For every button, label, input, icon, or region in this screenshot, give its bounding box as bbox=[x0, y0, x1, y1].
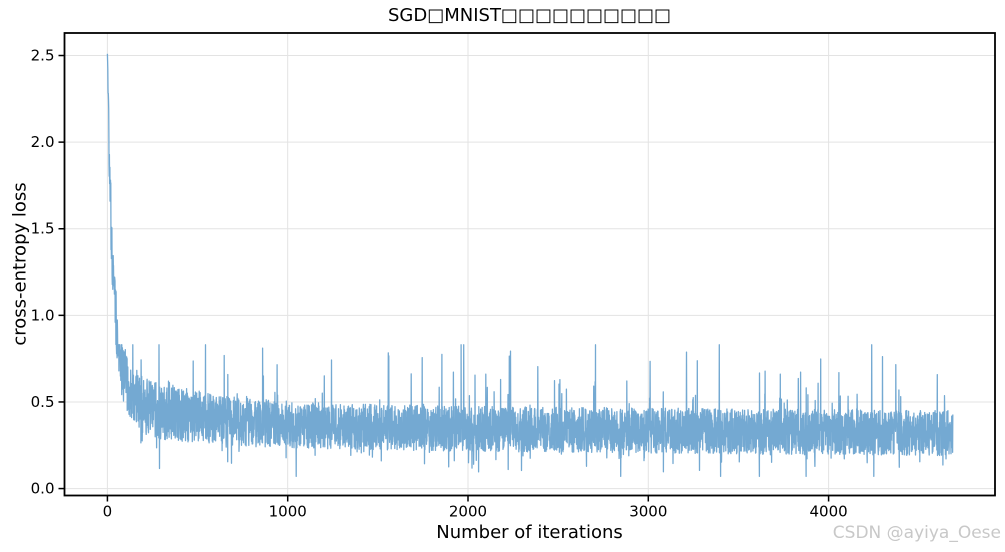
y-tick-label: 0.0 bbox=[31, 480, 55, 498]
x-axis-label: Number of iterations bbox=[436, 522, 623, 543]
y-tick-label: 2.0 bbox=[31, 133, 55, 151]
loss-line bbox=[106, 53, 954, 478]
y-tick-label: 1.0 bbox=[31, 306, 55, 324]
x-tick-label: 1000 bbox=[269, 503, 307, 521]
x-tick-label: 2000 bbox=[449, 503, 487, 521]
x-tick-label: 3000 bbox=[629, 503, 667, 521]
y-tick-label: 1.5 bbox=[31, 220, 55, 238]
y-tick-label: 0.5 bbox=[31, 393, 55, 411]
plot-border bbox=[63, 32, 996, 497]
watermark: CSDN @ayiya_Oese bbox=[832, 523, 1001, 543]
chart-title: SGD□MNIST□□□□□□□□□□ bbox=[387, 5, 672, 26]
x-tick-label: 4000 bbox=[809, 503, 847, 521]
x-tick-label: 0 bbox=[103, 503, 113, 521]
y-axis-label: cross-entropy loss bbox=[9, 182, 31, 346]
y-tick-label: 2.5 bbox=[31, 47, 55, 65]
